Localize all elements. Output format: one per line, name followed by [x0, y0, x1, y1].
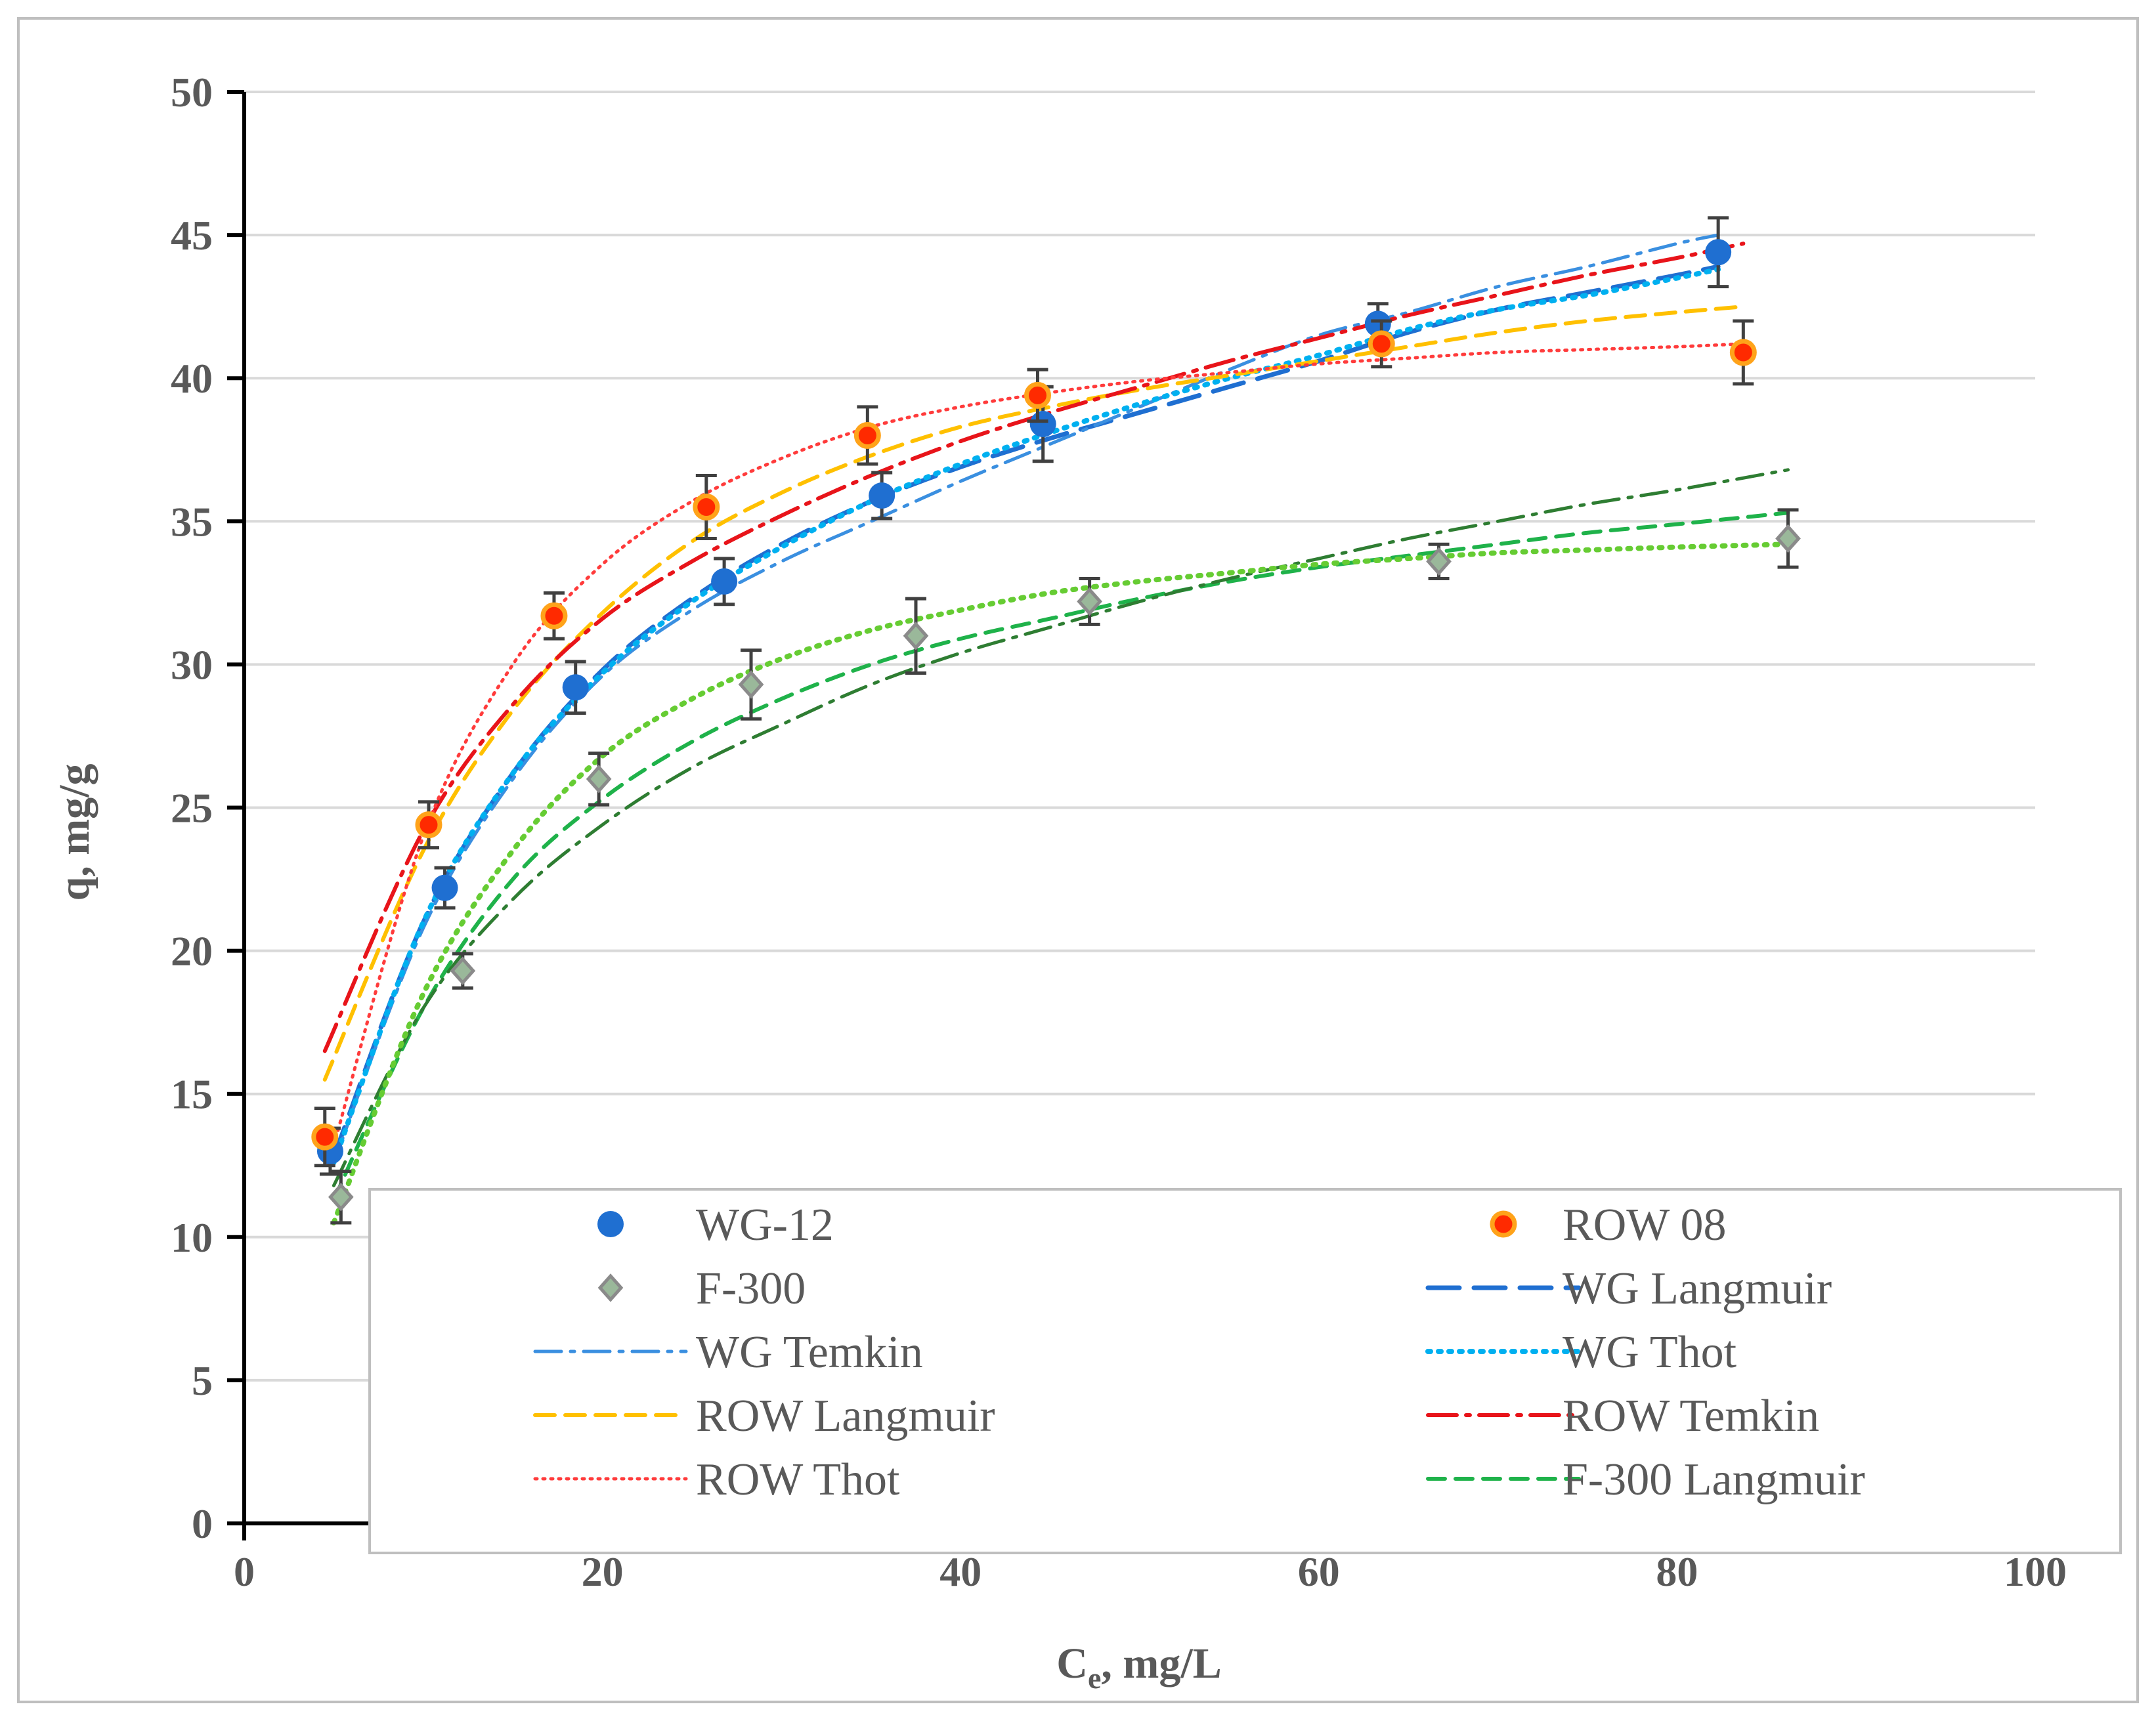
point-f-300	[903, 622, 929, 650]
curve-f-300-temkin	[332, 468, 1790, 1187]
x-tick-label: 100	[2004, 1548, 2067, 1595]
curve-f-300-thot	[331, 541, 1791, 1225]
point-f-300	[450, 956, 476, 985]
legend-label: WG Temkin	[696, 1327, 923, 1378]
y-tick-label: 0	[192, 1500, 213, 1547]
point-f-300	[586, 765, 612, 794]
legend-symbol-wg-12	[597, 1211, 624, 1237]
point-f-300	[738, 670, 764, 699]
point-wg-12	[711, 568, 738, 595]
curve-row-thot	[332, 342, 1745, 1147]
y-tick-label: 15	[171, 1071, 213, 1118]
tick-labels: 0 5 10 15 20 25 30 35 40 45 50 0 20 40 60 80 100	[171, 69, 2067, 1595]
point-wg-12	[431, 874, 458, 901]
y-tick-label: 40	[171, 355, 213, 402]
point-row-08	[1024, 381, 1052, 409]
legend: WG-12 ROW 08 F-300 WG Langmuir WG Temkin WG T…	[368, 1188, 2122, 1554]
x-axis-title-sub: e	[1088, 1661, 1101, 1695]
point-row-08	[540, 602, 568, 629]
legend-label: WG-12	[696, 1200, 834, 1250]
legend-item-row-langmuir: ROW Langmuir	[533, 1391, 995, 1441]
y-tick-label: 50	[171, 69, 213, 116]
point-wg-12	[562, 674, 589, 701]
legend-symbol-f-300	[597, 1273, 624, 1302]
legend-label: WG Thot	[1563, 1327, 1737, 1378]
legend-label: ROW Temkin	[1563, 1391, 1819, 1441]
legend-item-row-thot: ROW Thot	[533, 1454, 900, 1505]
legend-symbol-row-08	[1490, 1210, 1517, 1238]
legend-item-wg-temkin: WG Temkin	[533, 1327, 923, 1378]
point-row-08	[1368, 330, 1395, 358]
x-tick-label: 60	[1298, 1548, 1340, 1595]
data-markers	[311, 216, 1801, 1225]
legend-item-wg-thot: WG Thot	[1425, 1327, 1737, 1378]
fit-curves	[322, 233, 1791, 1225]
point-f-300	[1426, 547, 1452, 576]
y-tick-label: 25	[171, 785, 213, 832]
y-tick-label: 30	[171, 641, 213, 688]
legend-label: ROW Langmuir	[696, 1391, 995, 1441]
legend-item-row-temkin: ROW Temkin	[1426, 1391, 1819, 1441]
legend-item-row-08: ROW 08	[1490, 1200, 1727, 1250]
legend-item-wg-langmuir: WG Langmuir	[1425, 1263, 1832, 1314]
legend-item-wg-12: WG-12	[597, 1200, 834, 1250]
legend-item-f-300-langmuir: F-300 Langmuir	[1426, 1454, 1865, 1505]
x-axis-title-rest: , mg/L	[1101, 1640, 1221, 1687]
point-row-08	[311, 1123, 339, 1151]
curve-f-300-langmuir	[332, 511, 1790, 1202]
curve-wg-thot	[331, 266, 1721, 1166]
curve-wg-temkin	[332, 233, 1720, 1164]
x-axis-title: Ce, mg/L	[1056, 1640, 1221, 1695]
x-axis-title-main: C	[1056, 1640, 1088, 1687]
legend-box	[368, 1188, 2122, 1554]
legend-label: F-300 Langmuir	[1563, 1454, 1865, 1505]
point-row-08	[853, 421, 881, 449]
legend-label: ROW Thot	[696, 1454, 900, 1505]
point-f-300	[1775, 524, 1801, 553]
x-tick-label: 80	[1656, 1548, 1698, 1595]
x-tick-label: 20	[582, 1548, 624, 1595]
point-wg-12	[869, 482, 895, 509]
legend-label: F-300	[696, 1263, 806, 1314]
y-tick-label: 5	[192, 1357, 213, 1404]
legend-label: WG Langmuir	[1563, 1263, 1832, 1314]
point-f-300	[328, 1182, 354, 1212]
legend-label: ROW 08	[1563, 1200, 1727, 1250]
point-wg-12	[1029, 410, 1056, 437]
curve-row-langmuir	[322, 305, 1746, 1082]
y-tick-label: 35	[171, 498, 213, 545]
x-tick-label: 40	[939, 1548, 981, 1595]
curve-row-temkin	[322, 242, 1746, 1053]
y-tick-label: 10	[171, 1214, 213, 1261]
x-tick-label: 0	[234, 1548, 255, 1595]
y-tick-label: 20	[171, 928, 213, 975]
point-f-300	[1077, 587, 1102, 616]
point-row-08	[693, 493, 720, 520]
legend-item-f-300: F-300	[597, 1263, 806, 1314]
point-wg-12	[1364, 310, 1391, 337]
point-row-08	[415, 811, 442, 839]
point-row-08	[1729, 339, 1757, 366]
y-tick-label: 45	[171, 212, 213, 259]
point-wg-12	[1705, 239, 1732, 266]
y-axis-title: q, mg/g	[51, 763, 98, 901]
